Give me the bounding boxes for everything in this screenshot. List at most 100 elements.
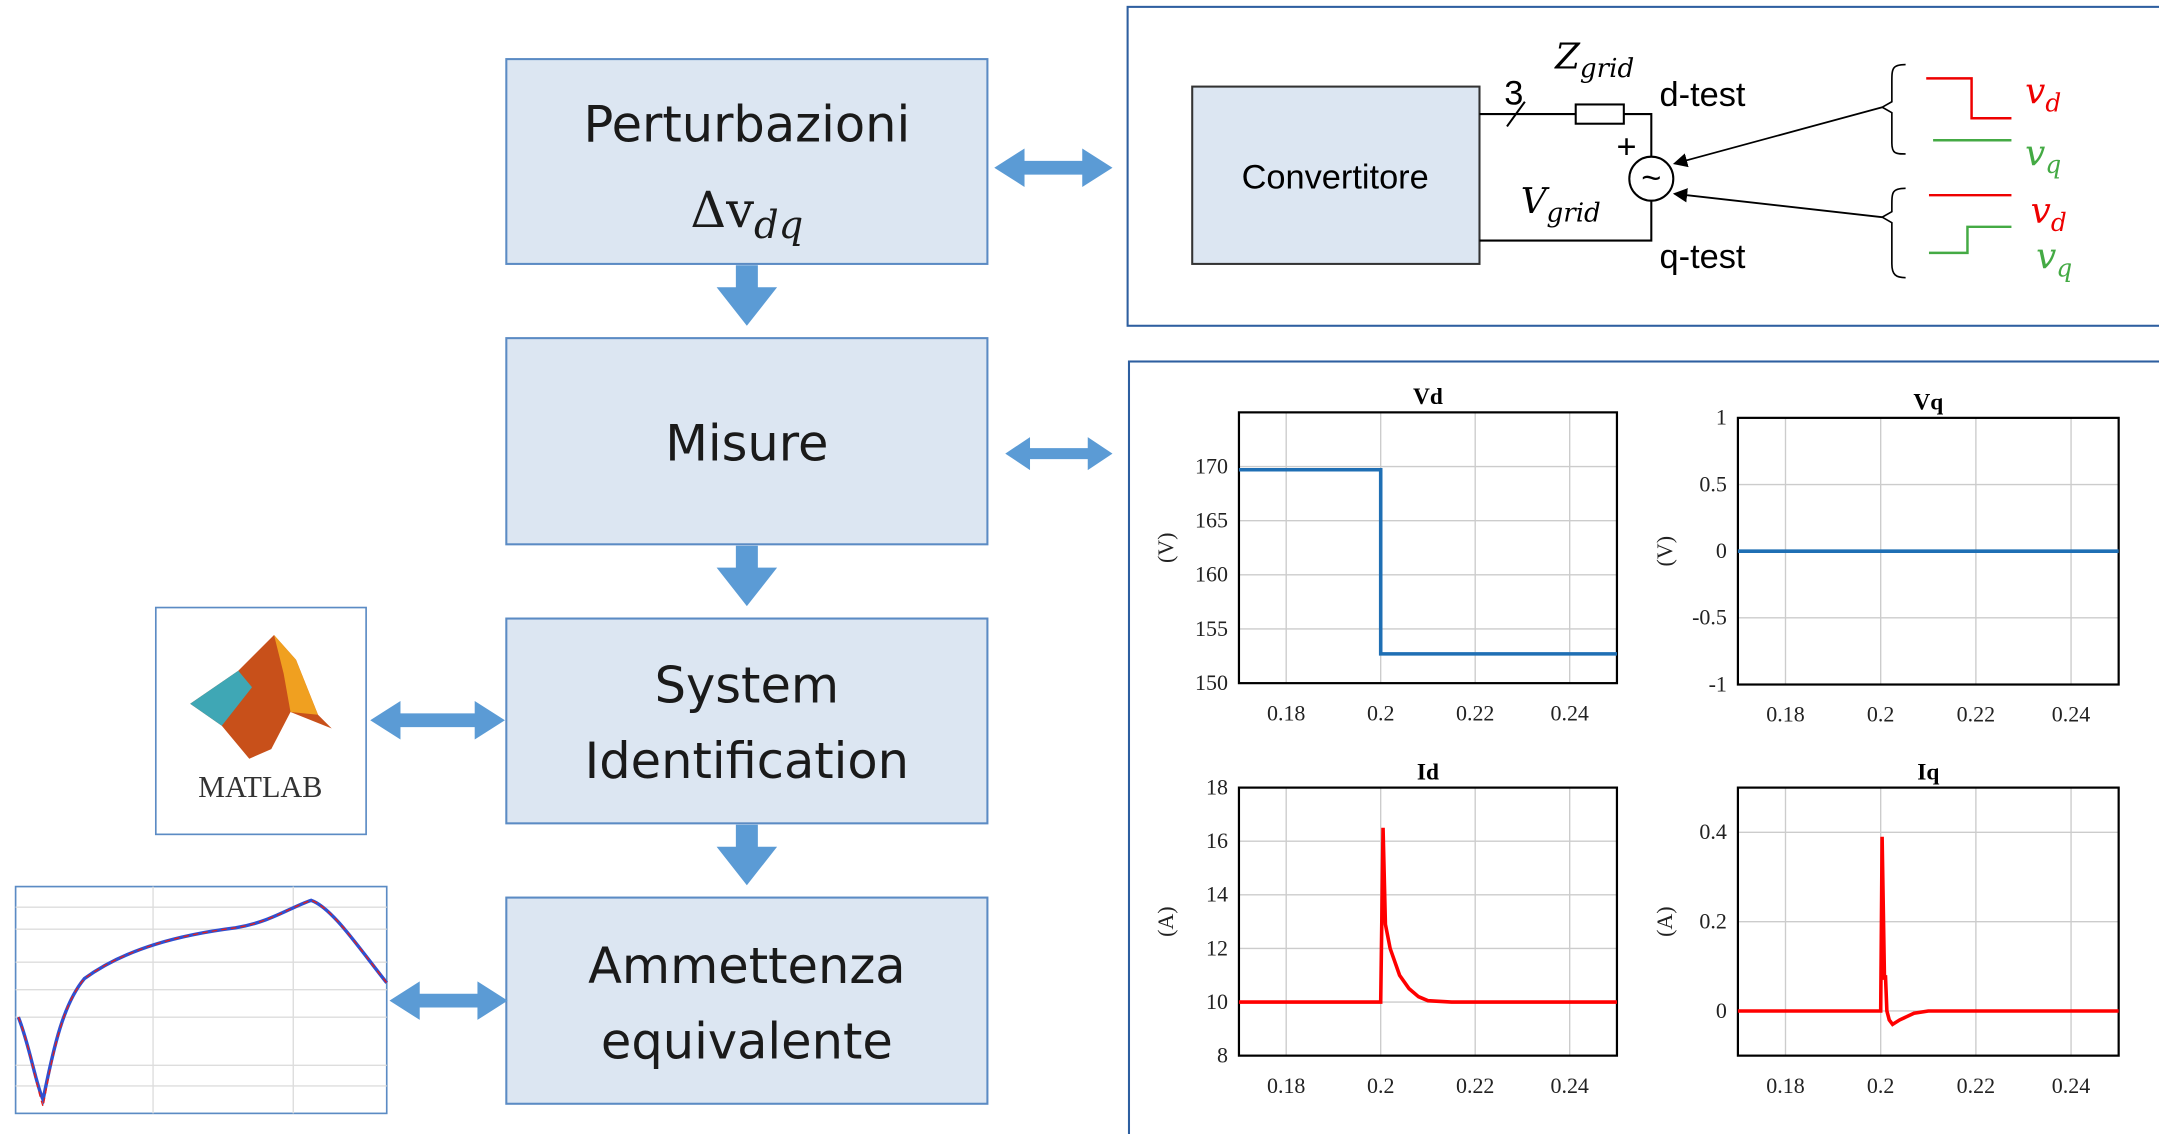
axes-frame — [1736, 786, 2120, 1057]
y-tick-label: 165 — [1195, 508, 1228, 533]
x-tick-label: 0.18 — [1766, 1073, 1804, 1098]
y-tick-label: 0.2 — [1699, 909, 1726, 934]
axes-frame — [1237, 786, 1619, 1057]
plus: + — [1617, 128, 1637, 166]
subscript: d — [2051, 208, 2067, 237]
x-tick-label: 0.22 — [1957, 702, 1995, 727]
converter-box — [1191, 85, 1481, 265]
thumb-grid — [15, 886, 387, 1114]
y-axis-label: (A) — [1153, 906, 1178, 937]
y-tick-label: 160 — [1195, 562, 1228, 587]
box-text: Perturbazioni — [584, 96, 911, 154]
x-tick-label: 0.22 — [1456, 1073, 1494, 1098]
box-text: Ammettenza — [588, 937, 906, 995]
logo-surface — [274, 635, 319, 715]
symbol: V — [1521, 181, 1550, 222]
d-test: d-test — [1660, 76, 1746, 114]
subscript: q — [2056, 253, 2072, 282]
thumb-frame — [14, 885, 388, 1115]
q-test: q-test — [1660, 238, 1746, 276]
x-tick-label: 0.2 — [1367, 1073, 1394, 1098]
y-tick-label: 170 — [1195, 453, 1228, 478]
plot-title: Id — [1417, 759, 1439, 785]
symbol: Δv — [690, 181, 754, 239]
box — [505, 896, 989, 1105]
down-arrow — [716, 265, 778, 326]
x-tick-label: 0.24 — [1550, 700, 1588, 725]
symbol: v — [2031, 191, 2051, 232]
double-arrow — [994, 148, 1113, 187]
subscript: q — [2045, 150, 2061, 179]
data-line — [1238, 467, 1617, 656]
y-axis-label: (A) — [1652, 906, 1677, 937]
x-tick-label: 0.18 — [1766, 702, 1804, 727]
phase-slash — [1506, 101, 1526, 128]
matlab-logo: MATLAB — [154, 606, 367, 836]
box-text: equivalente — [601, 1012, 893, 1070]
symbol: Z — [1554, 37, 1581, 78]
y-axis-label: (V) — [1652, 536, 1677, 567]
wire — [1479, 113, 1653, 242]
plot-area — [1238, 787, 1617, 1056]
data-line — [1737, 836, 2119, 1027]
x-tick-label: 0.18 — [1267, 700, 1305, 725]
logo-surface — [190, 670, 253, 726]
y-tick-label: 155 — [1195, 616, 1228, 641]
source — [1628, 155, 1675, 202]
converter-label: Convertitore — [1242, 158, 1429, 196]
y-tick-label: 1 — [1716, 405, 1727, 430]
subscript: grid — [1547, 198, 1601, 228]
x-tick-label: 0.24 — [2052, 1073, 2090, 1098]
x-tick-label: 0.2 — [1867, 1073, 1894, 1098]
symbol: v — [2036, 236, 2056, 277]
symbol: v — [2025, 133, 2045, 174]
symbol: v — [2025, 71, 2045, 112]
signal: vd — [2025, 71, 2061, 117]
y-axis-label: (V) — [1153, 532, 1178, 563]
box-text: Identification — [585, 732, 909, 790]
voltage-label: Vgrid — [1521, 181, 1601, 228]
data-line — [1238, 827, 1617, 1004]
y-tick-label: -1 — [1709, 671, 1727, 696]
brace — [1880, 63, 1906, 155]
x-tick-label: 0.2 — [1867, 702, 1894, 727]
y-tick-label: 150 — [1195, 670, 1228, 695]
plot-area — [1238, 412, 1617, 684]
down-arrow — [716, 824, 778, 886]
double-arrow — [370, 701, 505, 740]
impedance-label: Zgrid — [1554, 37, 1634, 84]
plot-title: Vq — [1913, 390, 1943, 416]
double-arrow — [1005, 437, 1113, 471]
source-symbol: ~ — [1641, 160, 1661, 198]
double-arrow — [389, 981, 508, 1020]
plot-title: Vd — [1413, 384, 1443, 410]
axes-frame — [1237, 411, 1619, 685]
down-arrow — [716, 545, 778, 607]
y-tick-label: 0 — [1716, 998, 1727, 1023]
subscript: dq — [754, 203, 803, 248]
x-tick-label: 0.22 — [1456, 700, 1494, 725]
logo-text: MATLAB — [198, 770, 322, 804]
y-tick-label: 0 — [1716, 538, 1727, 563]
y-tick-label: 18 — [1206, 774, 1228, 799]
circuit: Convertitore ~ + 3 Zgrid Vgrid d-test q-… — [1126, 5, 2159, 327]
y-tick-label: 10 — [1206, 989, 1228, 1014]
y-tick-label: 0.5 — [1699, 471, 1726, 496]
y-tick-label: 14 — [1206, 882, 1228, 907]
x-tick-label: 0.18 — [1267, 1073, 1305, 1098]
flow: Perturbazioni Δvdq Misure System Identif… — [370, 58, 1113, 1105]
box — [505, 337, 989, 546]
bode-thumbnail — [14, 885, 389, 1115]
plot-title: Iq — [1917, 759, 1939, 785]
phases: 3 — [1504, 74, 1523, 112]
y-tick-label: 12 — [1206, 935, 1228, 960]
box-text: System — [655, 656, 839, 714]
signal: vq — [2025, 133, 2061, 179]
y-tick-label: 16 — [1206, 828, 1228, 853]
y-tick-label: -0.5 — [1692, 605, 1727, 630]
impedance — [1574, 103, 1625, 125]
step-d — [1926, 77, 2012, 120]
y-tick-label: 0.4 — [1699, 819, 1726, 844]
